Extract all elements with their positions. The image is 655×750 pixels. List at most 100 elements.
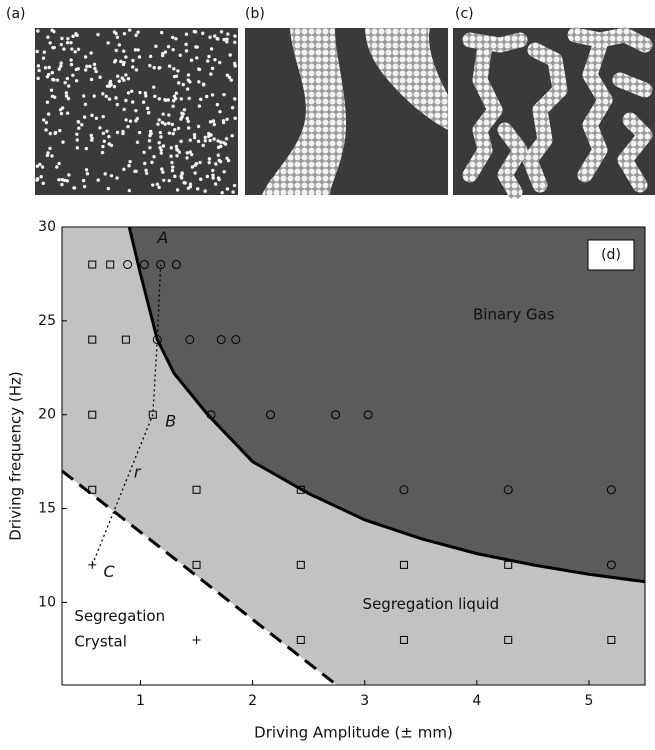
- bead: [186, 73, 191, 77]
- bead: [161, 112, 165, 116]
- bead: [227, 75, 232, 80]
- bead: [157, 141, 161, 145]
- annotation: B: [165, 412, 176, 431]
- bead: [134, 108, 138, 113]
- bead: [130, 89, 134, 93]
- bead: [217, 177, 221, 182]
- bead: [104, 94, 108, 99]
- bead: [203, 139, 207, 143]
- bead: [213, 34, 217, 38]
- circle-point: [503, 485, 513, 495]
- bead: [48, 131, 53, 136]
- bead: [52, 95, 57, 99]
- bead: [88, 64, 92, 69]
- bead: [225, 73, 230, 77]
- bead: [121, 129, 125, 134]
- bead: [94, 69, 98, 74]
- bead: [124, 98, 128, 103]
- bead: [179, 97, 184, 101]
- bead: [225, 37, 229, 41]
- bead: [230, 134, 234, 138]
- bead: [216, 139, 220, 143]
- bead: [209, 47, 214, 51]
- bead: [167, 121, 171, 125]
- circle-point: [123, 260, 133, 270]
- bead: [124, 73, 128, 77]
- bead: [173, 174, 177, 179]
- bead: [174, 144, 179, 149]
- bead: [154, 44, 158, 49]
- image-b: [245, 28, 448, 195]
- bead: [158, 145, 162, 150]
- bead: [162, 178, 166, 183]
- region: [62, 471, 337, 685]
- y-tick-label: 10: [38, 594, 56, 610]
- bead: [233, 40, 237, 44]
- bead: [105, 129, 109, 134]
- bead: [107, 142, 111, 146]
- y-tick-label: 30: [38, 219, 56, 235]
- bead: [222, 92, 226, 97]
- bead: [48, 41, 52, 45]
- bead: [185, 151, 190, 155]
- bead: [122, 31, 127, 36]
- bead: [206, 59, 210, 63]
- bead: [166, 44, 171, 49]
- bead: [222, 120, 226, 125]
- bead: [89, 51, 93, 55]
- bead: [205, 174, 210, 179]
- bead: [85, 64, 89, 69]
- bead: [155, 182, 160, 186]
- bead: [35, 164, 40, 168]
- bead: [160, 167, 164, 171]
- bead: [170, 35, 175, 40]
- bead: [190, 165, 195, 169]
- bead: [127, 163, 131, 168]
- bead: [35, 177, 40, 181]
- bead: [194, 162, 199, 166]
- panel-label: (b): [245, 6, 265, 22]
- boundary-line: [91, 264, 162, 566]
- square-point: [296, 635, 305, 644]
- bead: [133, 169, 137, 174]
- bead: [77, 126, 81, 130]
- boundary-line: [62, 469, 338, 685]
- annotation: Segregation liquid: [363, 595, 500, 613]
- bead: [45, 74, 50, 79]
- square-point: [148, 410, 157, 419]
- circle-point: [156, 260, 166, 270]
- bead: [116, 74, 120, 78]
- bead: [98, 75, 102, 79]
- bead: [188, 138, 192, 142]
- bead: [144, 171, 149, 175]
- bead: [186, 186, 191, 190]
- bead: [222, 140, 226, 145]
- bead: [41, 181, 45, 185]
- bead: [161, 144, 166, 148]
- bead: [71, 34, 75, 39]
- panel-label: (a): [6, 6, 26, 22]
- bead: [83, 102, 88, 107]
- bead: [59, 61, 63, 65]
- bead: [170, 168, 175, 173]
- bead: [57, 67, 61, 71]
- bead: [69, 62, 74, 67]
- bead: [50, 71, 55, 75]
- bead: [46, 35, 50, 39]
- bead: [101, 114, 105, 119]
- bead: [67, 173, 71, 177]
- bead: [225, 117, 229, 121]
- bead: [143, 91, 148, 95]
- bead: [225, 187, 230, 191]
- bead: [184, 42, 188, 47]
- bead: [131, 58, 135, 63]
- y-tick-label: 20: [38, 407, 56, 423]
- square-point: [121, 335, 130, 344]
- bead: [117, 79, 121, 83]
- bead: [210, 93, 215, 97]
- bead: [131, 100, 135, 104]
- bead: [76, 47, 81, 51]
- bead: [170, 122, 174, 127]
- square-point: [192, 485, 201, 494]
